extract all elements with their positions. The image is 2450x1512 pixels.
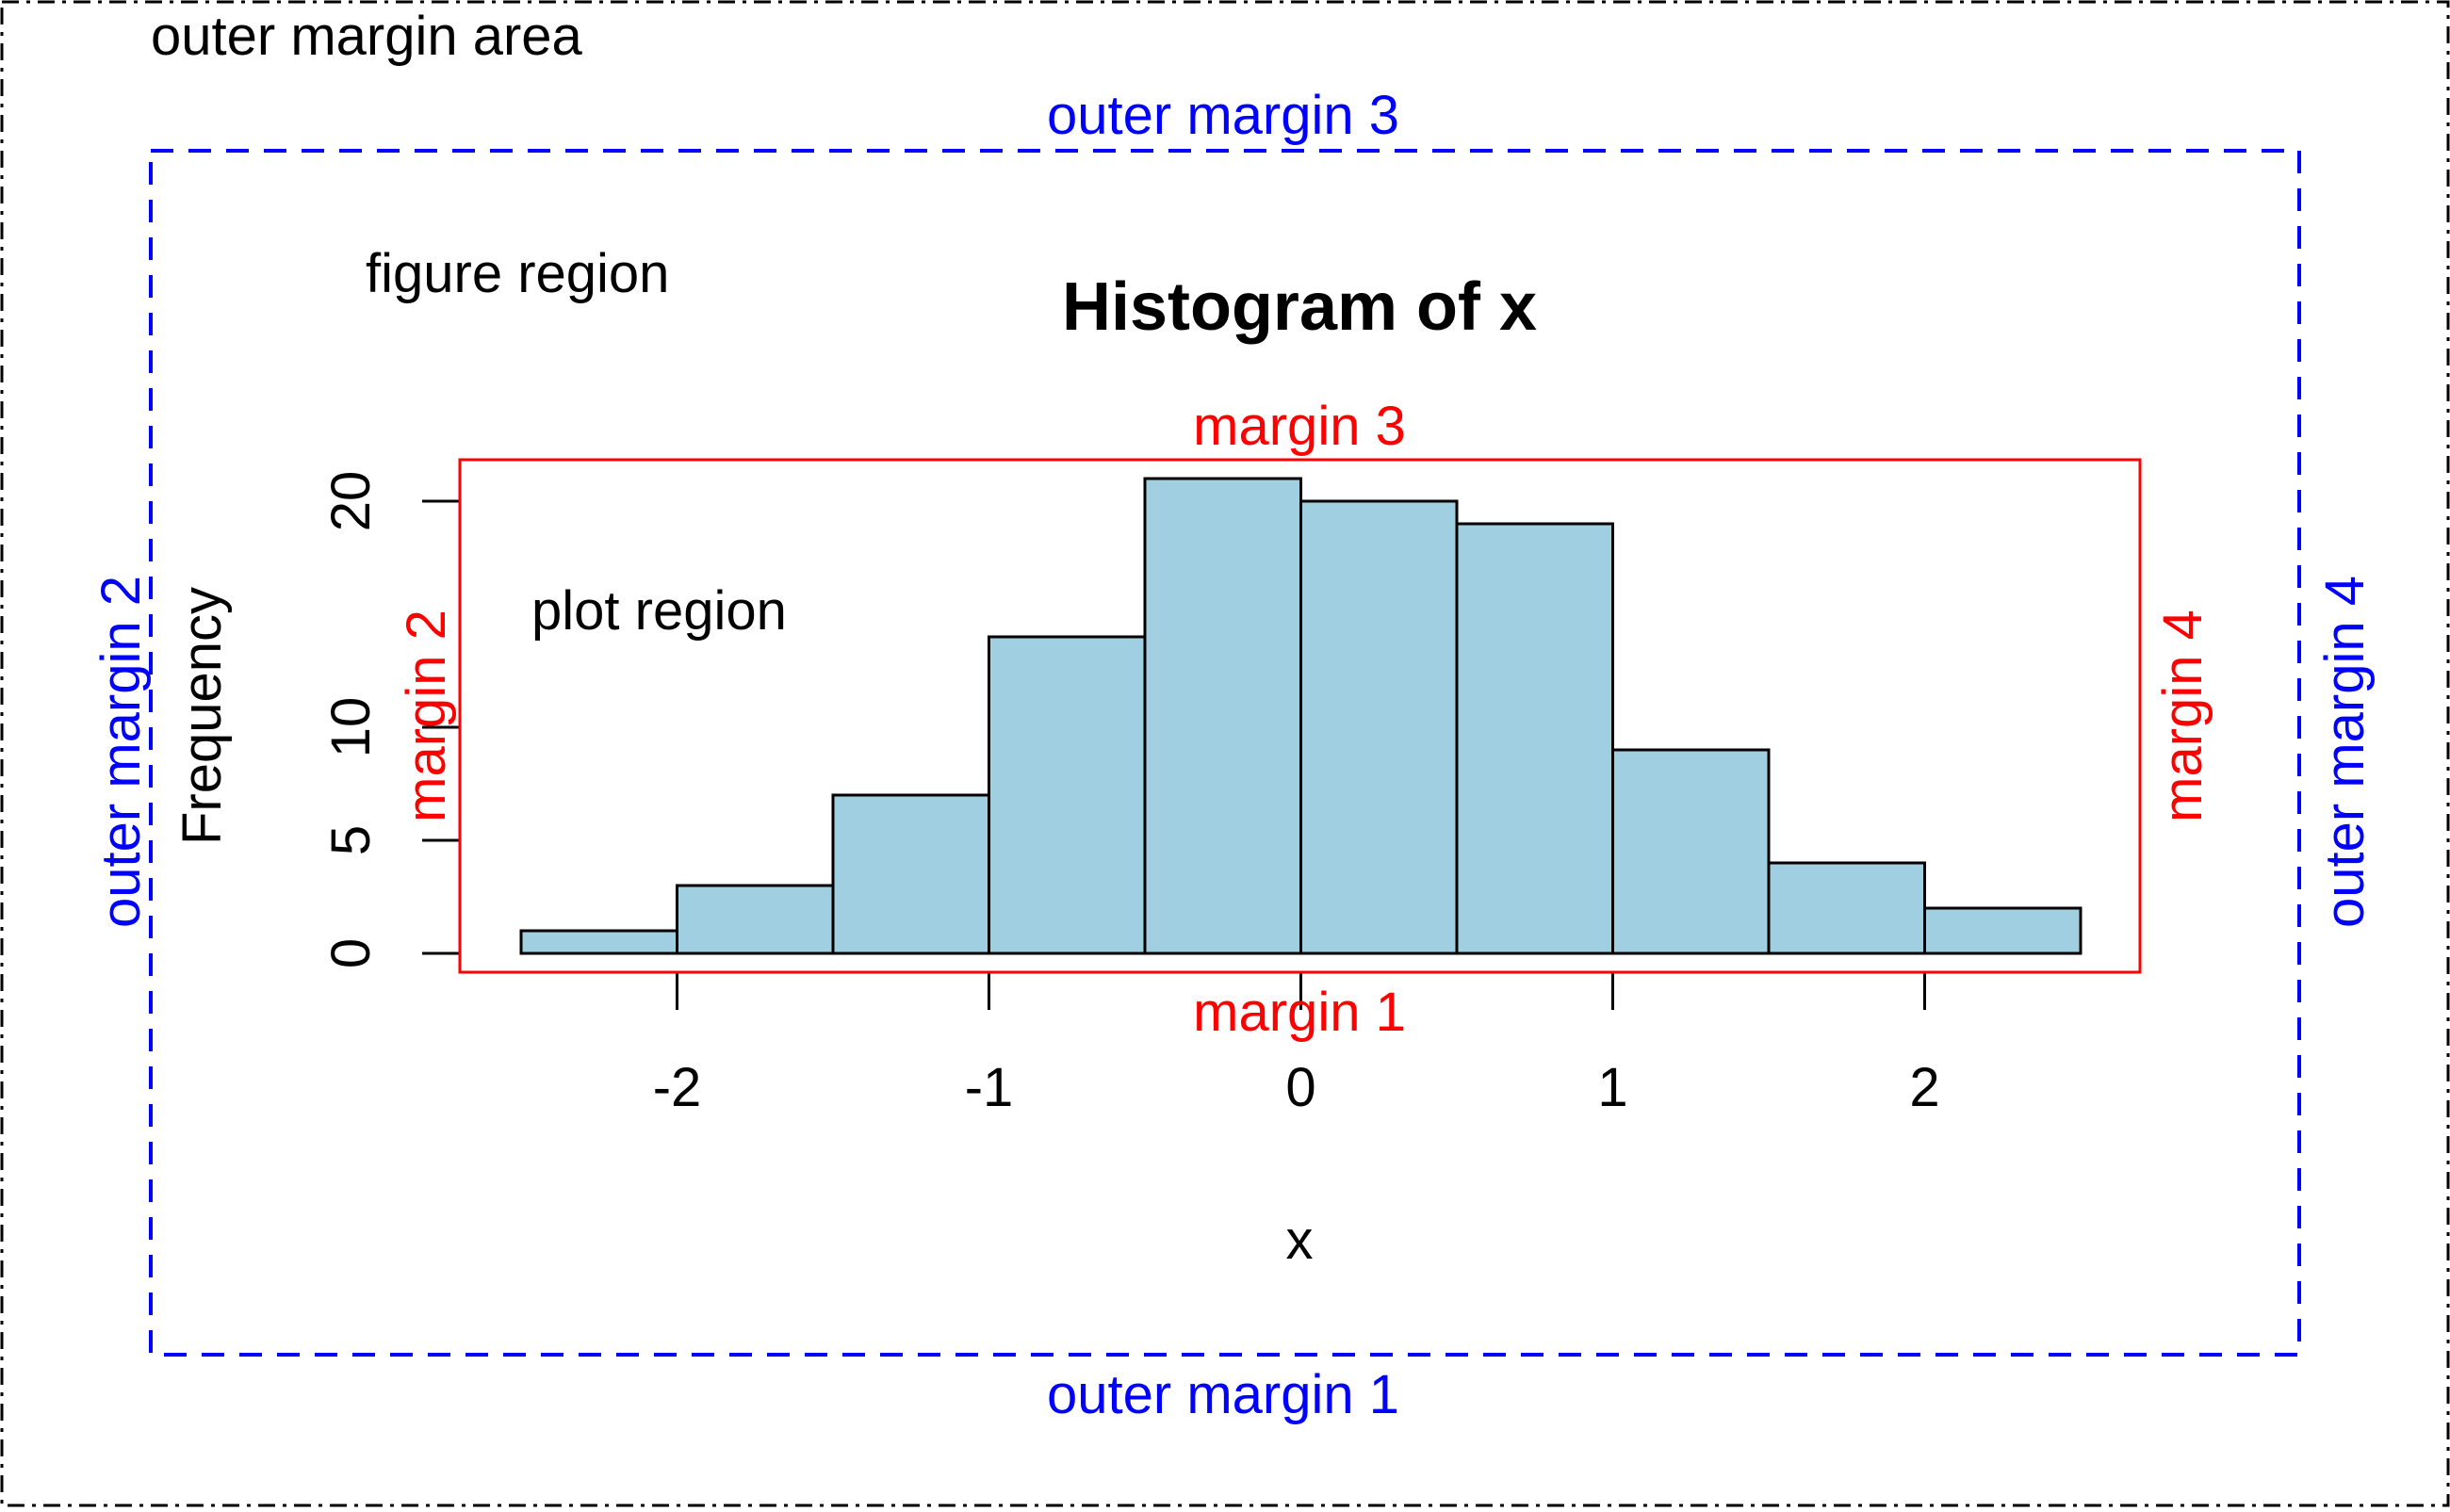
histogram-bars [519, 477, 2082, 955]
plot-region-label: plot region [531, 580, 787, 642]
figure-region-border [149, 149, 2301, 1357]
y-tick-label: 0 [320, 938, 382, 968]
y-tick-label: 10 [320, 697, 382, 758]
histogram-bar [676, 884, 835, 955]
plot-region-border [458, 458, 2142, 974]
outer-margin-2-label: outer margin 2 [90, 576, 152, 928]
outer-margin-4-label: outer margin 4 [2314, 576, 2376, 928]
histogram-bar [1767, 861, 1926, 955]
margin-4-label: margin 4 [2152, 610, 2213, 822]
x-axis-label: x [1286, 1210, 1314, 1271]
histogram-bar [519, 929, 678, 955]
y-axis-label: Frequency [172, 587, 233, 845]
x-tick-label: -2 [653, 1057, 702, 1118]
histogram-bar [1299, 499, 1459, 955]
y-tick-label: 20 [320, 471, 382, 532]
x-tick-label: 1 [1597, 1057, 1627, 1118]
histogram-bar [1611, 748, 1771, 955]
x-tick-label: -1 [965, 1057, 1014, 1118]
histogram-bar [988, 635, 1147, 955]
histogram-bar [1923, 906, 2082, 955]
chart-title: Histogram of x [1062, 269, 1537, 345]
margin-3-label: margin 3 [1193, 396, 1406, 457]
margin-2-label: margin 2 [396, 610, 457, 822]
outer-margin-1-label: outer margin 1 [1047, 1364, 1399, 1425]
figure-region-label: figure region [366, 243, 669, 304]
outer-margin-3-label: outer margin 3 [1047, 85, 1399, 146]
margin-1-label: margin 1 [1193, 982, 1406, 1043]
histogram-bar [831, 793, 990, 955]
histogram-bar [1143, 477, 1302, 955]
outer-margin-area-label: outer margin area [151, 6, 583, 67]
x-tick-label: 2 [1909, 1057, 1939, 1118]
histogram-bar [1455, 522, 1614, 955]
y-tick-label: 5 [320, 825, 382, 855]
x-tick-label: 0 [1285, 1057, 1315, 1118]
